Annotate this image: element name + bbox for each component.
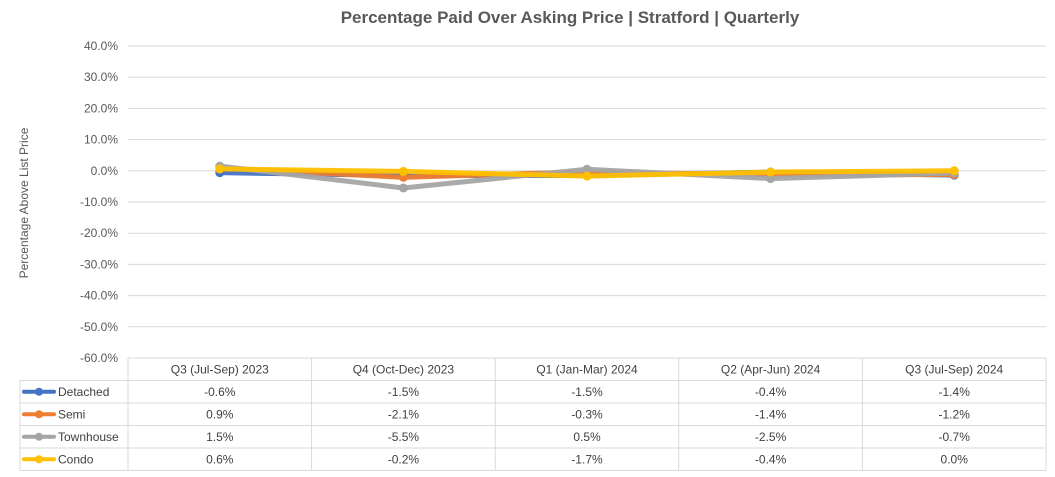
- y-tick-label: 40.0%: [84, 39, 118, 53]
- data-label: -2.1%: [388, 407, 420, 421]
- data-label: -5.5%: [388, 430, 420, 444]
- legend-label-detached: Detached: [58, 385, 109, 399]
- x-category-label: Q1 (Jan-Mar) 2024: [536, 362, 638, 376]
- data-point-townhouse: [766, 174, 776, 184]
- y-tick-label: -40.0%: [80, 289, 118, 303]
- legend-label-condo: Condo: [58, 452, 94, 466]
- data-point-condo: [215, 164, 225, 174]
- y-tick-label: -60.0%: [80, 351, 118, 365]
- data-label: 1.5%: [206, 430, 234, 444]
- y-tick-label: 30.0%: [84, 70, 118, 84]
- data-label: -0.2%: [388, 452, 420, 466]
- data-point-condo: [766, 167, 776, 177]
- series-lines: [215, 161, 959, 193]
- data-label: -1.5%: [388, 385, 420, 399]
- data-label: -0.6%: [204, 385, 236, 399]
- data-label: -1.5%: [571, 385, 603, 399]
- x-category-label: Q4 (Oct-Dec) 2023: [353, 362, 455, 376]
- legend-marker-semi: [35, 410, 43, 419]
- legend-marker-condo: [35, 455, 43, 464]
- y-axis-label: Percentage Above List Price: [17, 127, 31, 278]
- data-table: Q3 (Jul-Sep) 2023 Q4 (Oct-Dec) 2023 Q1 (Ja…: [19, 357, 1047, 471]
- data-point-townhouse: [398, 183, 408, 193]
- y-tick-label: -20.0%: [80, 226, 118, 240]
- data-label: 0.6%: [206, 452, 234, 466]
- data-label: 0.5%: [573, 430, 601, 444]
- data-label: -0.4%: [755, 385, 787, 399]
- data-point-townhouse: [582, 164, 592, 174]
- chart-title: Percentage Paid Over Asking Price | Stra…: [341, 8, 800, 27]
- y-tick-label: 0.0%: [91, 164, 119, 178]
- legend-marker-detached: [35, 387, 43, 396]
- gridlines: [128, 45, 1046, 328]
- y-tick-label: -50.0%: [80, 320, 118, 334]
- data-point-condo: [398, 166, 408, 176]
- data-label: -1.4%: [939, 385, 971, 399]
- x-category-label: Q2 (Apr-Jun) 2024: [721, 362, 821, 376]
- y-tick-labels: 40.0% 30.0% 20.0% 10.0% 0.0% -10.0% -20.0% -30.…: [80, 39, 118, 365]
- y-tick-label: -10.0%: [80, 195, 118, 209]
- data-label: -0.7%: [939, 430, 971, 444]
- data-label: 0.9%: [206, 407, 234, 421]
- y-tick-label: 20.0%: [84, 101, 118, 115]
- legend-label-semi: Semi: [58, 407, 85, 421]
- data-label: -1.4%: [755, 407, 787, 421]
- legend-marker-townhouse: [35, 432, 43, 441]
- data-label: -2.5%: [755, 430, 787, 444]
- legend-label-townhouse: Townhouse: [58, 430, 119, 444]
- data-label: -0.4%: [755, 452, 787, 466]
- data-label: -0.3%: [571, 407, 603, 421]
- data-label: -1.2%: [939, 407, 971, 421]
- data-point-condo: [949, 166, 959, 176]
- x-category-label: Q3 (Jul-Sep) 2024: [905, 362, 1003, 376]
- x-category-label: Q3 (Jul-Sep) 2023: [171, 362, 269, 376]
- y-tick-label: -30.0%: [80, 257, 118, 271]
- data-label: 0.0%: [941, 452, 969, 466]
- data-point-condo: [582, 171, 592, 181]
- data-label: -1.7%: [571, 452, 603, 466]
- y-tick-label: 10.0%: [84, 133, 118, 147]
